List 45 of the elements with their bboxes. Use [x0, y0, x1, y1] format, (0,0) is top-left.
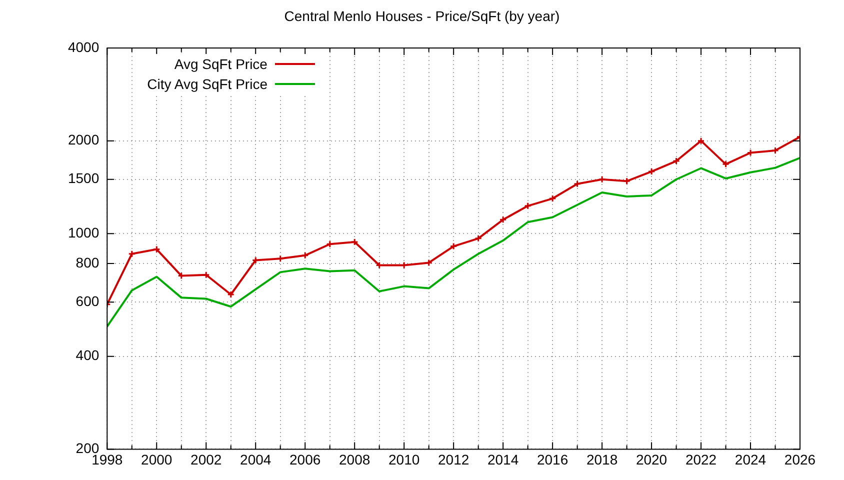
legend-label: Avg SqFt Price [174, 55, 268, 74]
x-tick-label: 2014 [487, 451, 519, 468]
point [722, 160, 730, 168]
point [598, 176, 606, 184]
point [648, 168, 656, 176]
point [524, 202, 532, 210]
x-tick-label: 2022 [685, 451, 717, 468]
point [425, 258, 433, 266]
point [772, 146, 780, 154]
x-tick-label: 2006 [290, 451, 321, 468]
point [623, 177, 631, 185]
x-tick-label: 2008 [339, 451, 370, 468]
chart-title: Central Menlo Houses - Price/SqFt (by year) [283, 8, 561, 24]
x-tick-label: 2016 [536, 451, 568, 468]
point [548, 194, 556, 202]
point [152, 246, 160, 254]
x-tick-label: 2012 [438, 451, 470, 468]
y-tick-label: 4000 [68, 38, 100, 55]
point [227, 290, 235, 298]
point [474, 234, 482, 242]
point [574, 180, 582, 188]
x-tick-label: 2018 [586, 451, 618, 468]
point [697, 137, 705, 145]
x-tick-label: 2024 [734, 451, 766, 468]
point [301, 252, 309, 260]
x-tick-label: 2000 [141, 451, 172, 468]
x-tick-label: 2004 [240, 451, 272, 468]
x-tick-label: 2020 [636, 451, 668, 468]
point [350, 238, 358, 246]
point [326, 240, 334, 248]
y-tick-label: 400 [76, 347, 100, 364]
y-tick-label: 1500 [68, 170, 100, 186]
x-tick-label: 2002 [190, 451, 222, 468]
x-tick-label: 2026 [784, 451, 816, 468]
point [499, 216, 507, 224]
x-tick-label: 2010 [388, 451, 420, 468]
y-tick-label: 600 [76, 292, 100, 309]
y-tick-label: 800 [76, 254, 100, 270]
y-tick-label: 2000 [68, 132, 100, 148]
legend-label: City Avg SqFt Price [147, 75, 268, 94]
y-tick-label: 1000 [68, 224, 100, 241]
point [276, 254, 284, 262]
point [450, 242, 458, 250]
point [128, 250, 136, 258]
point [672, 157, 680, 165]
